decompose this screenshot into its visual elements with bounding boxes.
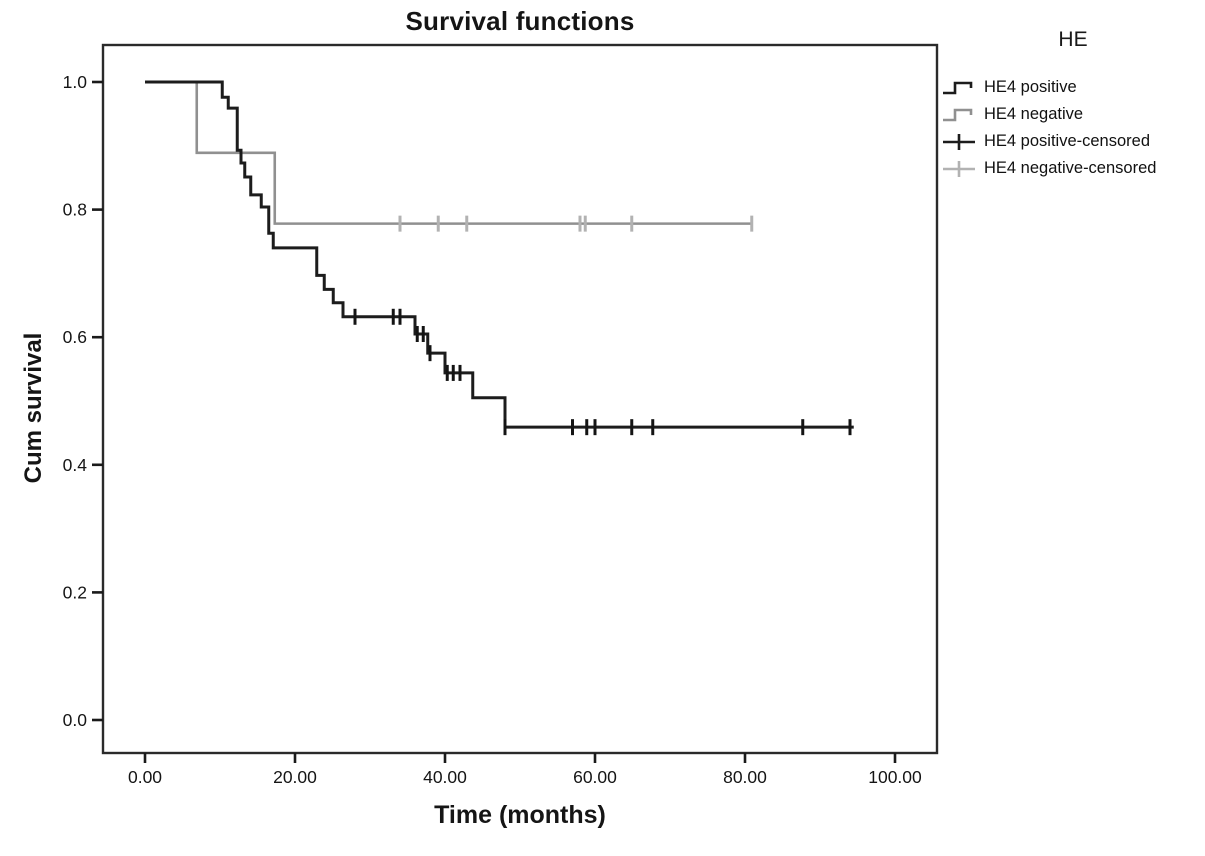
y-tick-label: 0.4 — [63, 455, 88, 475]
plot-frame — [101, 43, 939, 755]
page-title: Survival functions — [405, 6, 635, 36]
series-he4-positive — [145, 80, 854, 429]
legend-item-label: HE4 negative — [984, 105, 1084, 123]
step-line-icon — [943, 108, 973, 121]
x-tick-label: 40.00 — [423, 767, 467, 787]
censor-plus-icon — [943, 160, 975, 177]
y-tick-label: 0.2 — [63, 582, 87, 602]
legend-item-label: HE4 negative-censored — [984, 159, 1157, 177]
legend-title: HE — [1058, 28, 1088, 51]
y-tick-label: 0.6 — [63, 327, 87, 347]
legend: HE HE4 positive HE4 negative HE4 positive-… — [942, 28, 1204, 182]
y-tick-label: 1.0 — [63, 72, 88, 92]
legend-item-label: HE4 positive-censored — [984, 132, 1150, 150]
y-axis-label: Cum survival — [20, 332, 47, 484]
legend-item-label: HE4 positive — [984, 78, 1077, 96]
x-tick-label: 80.00 — [723, 767, 767, 787]
legend-item: HE4 positive-censored — [942, 128, 1204, 155]
censor-plus-icon — [943, 133, 975, 150]
legend-item: HE4 positive — [942, 74, 1204, 101]
x-axis-label: Time (months) — [434, 801, 606, 829]
legend-item: HE4 negative-censored — [942, 155, 1204, 182]
x-tick-label: 20.00 — [273, 767, 317, 787]
step-line-icon — [943, 81, 973, 94]
y-tick-label: 0.8 — [63, 200, 87, 220]
x-tick-label: 60.00 — [573, 767, 617, 787]
x-tick-label: 0.00 — [128, 767, 162, 787]
legend-items: HE4 positive HE4 negative HE4 positive-cen… — [942, 74, 1204, 182]
x-tick-label: 100.00 — [868, 767, 922, 787]
y-tick-label: 0.0 — [63, 710, 88, 730]
legend-item: HE4 negative — [942, 101, 1204, 128]
